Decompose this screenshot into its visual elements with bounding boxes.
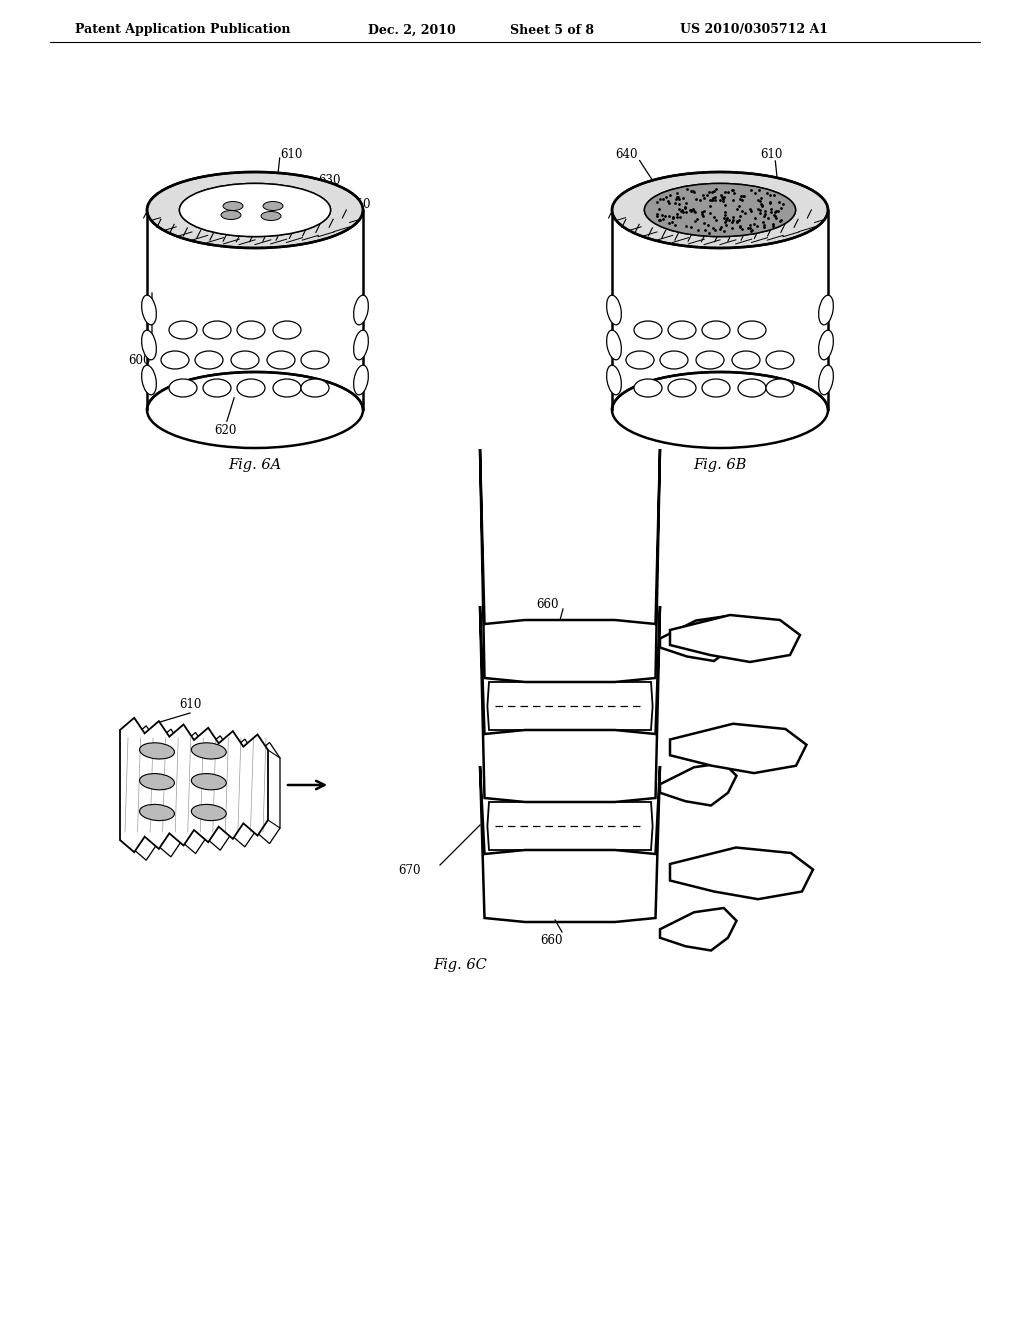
Polygon shape <box>487 682 652 730</box>
Ellipse shape <box>169 321 197 339</box>
Ellipse shape <box>237 321 265 339</box>
Polygon shape <box>132 726 280 861</box>
Ellipse shape <box>221 210 241 219</box>
Text: 610: 610 <box>760 149 782 161</box>
Ellipse shape <box>634 379 662 397</box>
Text: 610: 610 <box>280 149 302 161</box>
Ellipse shape <box>195 351 223 370</box>
Ellipse shape <box>353 296 369 325</box>
Ellipse shape <box>606 366 622 395</box>
Ellipse shape <box>191 774 226 789</box>
Ellipse shape <box>766 379 794 397</box>
Text: 650: 650 <box>775 194 798 206</box>
Text: 610: 610 <box>179 698 201 711</box>
Ellipse shape <box>353 366 369 395</box>
Ellipse shape <box>301 351 329 370</box>
Ellipse shape <box>626 351 654 370</box>
Text: Fig. 6B: Fig. 6B <box>693 458 746 473</box>
Text: Fig. 6A: Fig. 6A <box>228 458 282 473</box>
Ellipse shape <box>818 366 834 395</box>
Polygon shape <box>670 615 800 663</box>
Ellipse shape <box>612 372 828 447</box>
Ellipse shape <box>203 379 231 397</box>
Text: Fig. 6C: Fig. 6C <box>433 958 487 972</box>
Ellipse shape <box>702 321 730 339</box>
Ellipse shape <box>169 379 197 397</box>
Polygon shape <box>480 606 660 803</box>
Ellipse shape <box>606 330 622 360</box>
Ellipse shape <box>191 743 226 759</box>
Ellipse shape <box>141 296 157 325</box>
Text: Patent Application Publication: Patent Application Publication <box>75 24 291 37</box>
Ellipse shape <box>668 379 696 397</box>
Text: 670: 670 <box>398 863 421 876</box>
Text: 660: 660 <box>536 598 558 611</box>
Ellipse shape <box>147 172 362 248</box>
Ellipse shape <box>273 379 301 397</box>
Ellipse shape <box>612 172 828 248</box>
Polygon shape <box>670 847 813 899</box>
Ellipse shape <box>161 351 189 370</box>
Ellipse shape <box>818 330 834 360</box>
Ellipse shape <box>353 330 369 360</box>
Ellipse shape <box>139 774 174 789</box>
Ellipse shape <box>634 321 662 339</box>
Text: Sheet 5 of 8: Sheet 5 of 8 <box>510 24 594 37</box>
Text: 620: 620 <box>214 424 237 437</box>
Ellipse shape <box>644 183 796 236</box>
Ellipse shape <box>141 366 157 395</box>
Ellipse shape <box>263 202 283 210</box>
Ellipse shape <box>702 379 730 397</box>
Ellipse shape <box>231 351 259 370</box>
Ellipse shape <box>267 351 295 370</box>
Text: 600: 600 <box>128 354 151 367</box>
Text: US 2010/0305712 A1: US 2010/0305712 A1 <box>680 24 828 37</box>
Text: 640: 640 <box>615 149 638 161</box>
Ellipse shape <box>738 321 766 339</box>
Polygon shape <box>660 616 741 661</box>
Ellipse shape <box>738 379 766 397</box>
Ellipse shape <box>261 211 281 220</box>
Polygon shape <box>670 723 807 774</box>
Ellipse shape <box>301 379 329 397</box>
Ellipse shape <box>237 379 265 397</box>
Polygon shape <box>480 766 660 921</box>
Text: Dec. 2, 2010: Dec. 2, 2010 <box>368 24 456 37</box>
Ellipse shape <box>766 351 794 370</box>
Ellipse shape <box>668 321 696 339</box>
Ellipse shape <box>732 351 760 370</box>
Ellipse shape <box>191 804 226 821</box>
Ellipse shape <box>696 351 724 370</box>
Ellipse shape <box>273 321 301 339</box>
Ellipse shape <box>179 183 331 236</box>
Polygon shape <box>480 449 660 682</box>
Text: 660: 660 <box>540 933 562 946</box>
Polygon shape <box>660 908 736 950</box>
Ellipse shape <box>223 202 243 210</box>
Text: 630: 630 <box>318 173 341 186</box>
Polygon shape <box>120 718 268 853</box>
Text: 650: 650 <box>348 198 371 210</box>
Ellipse shape <box>203 321 231 339</box>
Polygon shape <box>487 803 652 850</box>
Ellipse shape <box>139 743 174 759</box>
Polygon shape <box>660 763 736 805</box>
Ellipse shape <box>606 296 622 325</box>
Ellipse shape <box>147 372 362 447</box>
Ellipse shape <box>141 330 157 360</box>
Ellipse shape <box>139 804 174 821</box>
Ellipse shape <box>660 351 688 370</box>
Ellipse shape <box>818 296 834 325</box>
